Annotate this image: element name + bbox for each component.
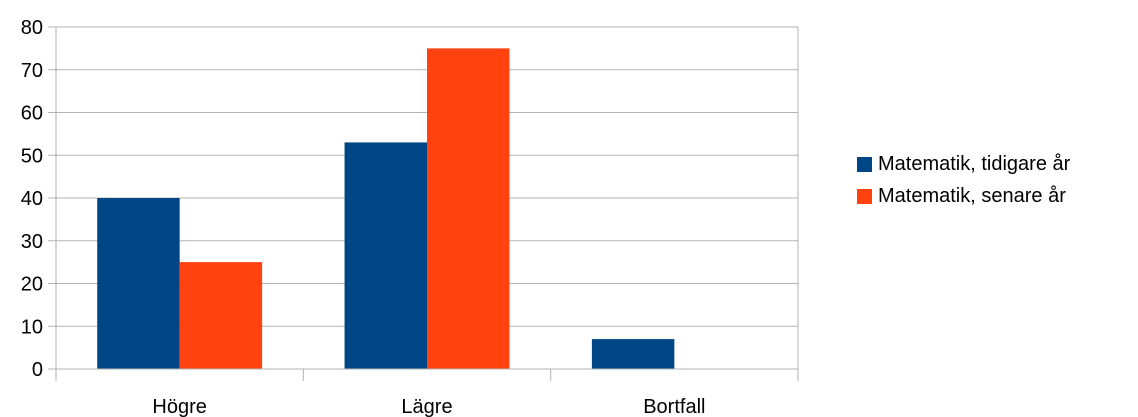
tick-labels: 0 10 20 30 40 50 60 70 80 Högre Lägre Bortfall [21,17,706,417]
axes [48,26,799,381]
y-tick-label: 50 [21,145,43,167]
bar-series-1-1 [344,142,427,369]
legend-label-series-2: Matematik, senare år [878,184,1066,207]
y-tick-label: 60 [21,103,43,125]
y-tick-label: 0 [32,359,43,381]
legend-swatch-series-2 [857,188,872,204]
x-tick-label: Bortfall [643,396,705,417]
y-tick-label: 70 [21,60,43,82]
legend-swatch-series-1 [857,156,872,172]
y-tick-label: 10 [21,316,43,338]
bar-series-1-2 [591,339,675,369]
bar-series-2-1 [427,48,510,369]
bar-series-1-0 [97,198,180,369]
legend-item-series-1: Matematik, tidigare år [857,148,1070,180]
y-tick-label: 80 [21,17,43,39]
legend: Matematik, tidigare år Matematik, senare… [857,148,1070,212]
x-tick-label: Högre [152,396,206,417]
bar-series-2-0 [179,262,263,369]
y-tick-label: 30 [21,231,43,253]
bars [97,48,675,369]
y-tick-label: 40 [21,188,43,210]
x-tick-label: Lägre [401,396,452,417]
y-tick-label: 20 [21,274,43,296]
legend-item-series-2: Matematik, senare år [857,180,1070,212]
legend-label-series-1: Matematik, tidigare år [878,152,1071,175]
